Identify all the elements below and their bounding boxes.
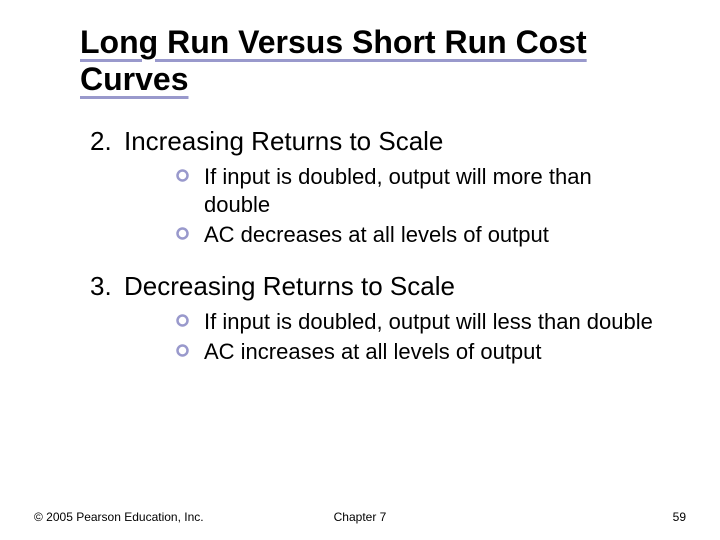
circle-bullet-icon <box>176 338 204 357</box>
sub-list-item: If input is doubled, output will more th… <box>176 163 660 219</box>
circle-bullet-icon <box>176 308 204 327</box>
slide-title: Long Run Versus Short Run Cost Curves <box>80 24 660 98</box>
footer-page-number: 59 <box>673 510 686 524</box>
sub-list-text: If input is doubled, output will less th… <box>204 308 660 336</box>
sub-list-item: AC increases at all levels of output <box>176 338 660 366</box>
sub-list-text: If input is doubled, output will more th… <box>204 163 660 219</box>
list-number: 3. <box>90 271 124 302</box>
list-heading: Increasing Returns to Scale <box>124 126 443 157</box>
sub-list-item: If input is doubled, output will less th… <box>176 308 660 336</box>
list-item: 3. Decreasing Returns to Scale <box>90 271 660 302</box>
circle-bullet-icon <box>176 163 204 182</box>
sub-list-item: AC decreases at all levels of output <box>176 221 660 249</box>
slide: Long Run Versus Short Run Cost Curves 2.… <box>0 0 720 540</box>
sub-list: If input is doubled, output will less th… <box>176 308 660 366</box>
list-number: 2. <box>90 126 124 157</box>
footer-chapter: Chapter 7 <box>0 510 720 524</box>
list-item: 2. Increasing Returns to Scale <box>90 126 660 157</box>
sub-list-text: AC increases at all levels of output <box>204 338 660 366</box>
sub-list-text: AC decreases at all levels of output <box>204 221 660 249</box>
list-heading: Decreasing Returns to Scale <box>124 271 455 302</box>
sub-list: If input is doubled, output will more th… <box>176 163 660 249</box>
circle-bullet-icon <box>176 221 204 240</box>
